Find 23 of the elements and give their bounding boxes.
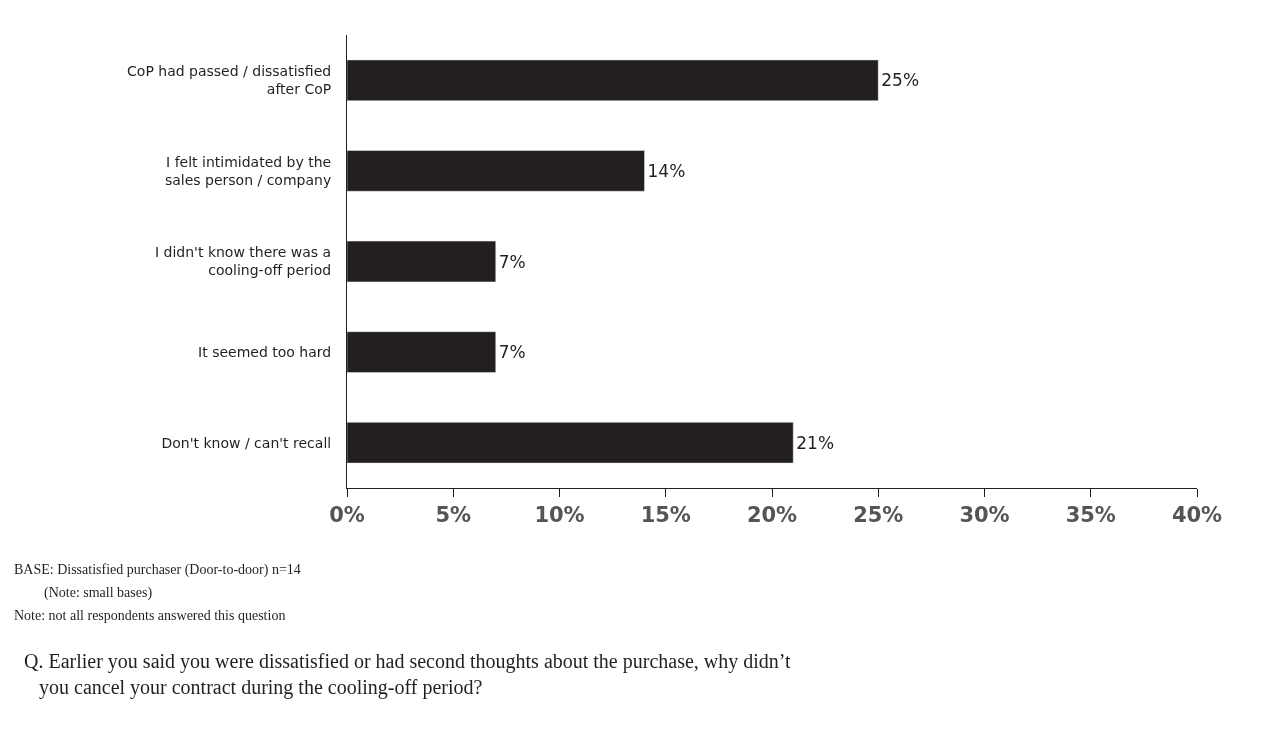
text: Note: not all respondents answered this question: [14, 608, 286, 623]
y-tick-label: I didn't know there was a cooling-off period: [155, 244, 332, 279]
x-tick-label: 35%: [1065, 503, 1116, 528]
x-tick-label: 0%: [329, 503, 365, 528]
x-tick-label: 25%: [853, 503, 904, 528]
text: (Note: small bases): [44, 585, 153, 601]
data-label: 21%: [796, 432, 835, 453]
data-label: 25%: [881, 70, 920, 91]
x-tick-label: 5%: [435, 503, 472, 528]
x-tick-label: 15%: [640, 503, 691, 528]
text: Q. Earlier you said you were dissatisfied or had second thoughts about the purchase, why didn’t you cancel your contract during the cooling-off period?: [24, 650, 792, 699]
x-tick-label: 30%: [959, 503, 1010, 528]
x-tick-label: 40%: [1171, 503, 1223, 528]
y-tick-label: It seemed too hard: [198, 344, 332, 360]
x-tick-label: 10%: [534, 503, 585, 528]
y-tick-label: CoP had passed / dissatisfied after CoP: [127, 63, 332, 98]
y-tick-label: I felt intimidated by the sales person / company: [164, 153, 332, 188]
data-label: 14%: [647, 160, 686, 181]
data-label: 7%: [498, 342, 526, 363]
data-label: 7%: [498, 251, 526, 272]
y-tick-label: Don't know / can't recall: [161, 434, 332, 451]
text: BASE: Dissatisfied purchaser (Door-to-door) n=14: [14, 562, 301, 578]
x-tick-label: 20%: [746, 503, 798, 528]
